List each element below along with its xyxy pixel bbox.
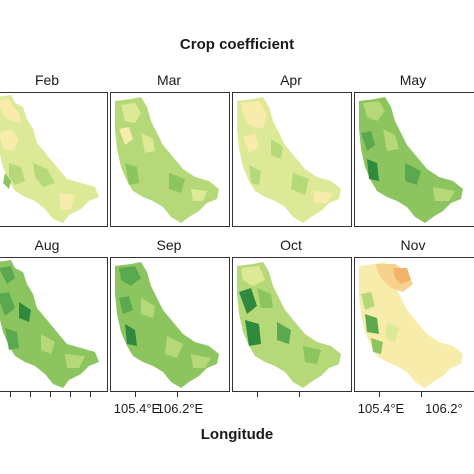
map-panel-aug [0,257,108,392]
figure-title: Crop coefficient [179,36,295,53]
tick-label-106-2: 106.2° [425,401,463,416]
map-panel-mar [110,92,230,227]
month-label-sep: Sep [156,237,182,253]
tick-label-105-4: 105.4°E [113,401,161,416]
tick-label-105-4: 105.4°E [357,401,405,416]
tick-mark [50,392,51,397]
region-map-apr [237,97,341,223]
region-map-may [359,97,463,223]
tick-mark [379,392,380,397]
month-label-feb: Feb [34,72,60,88]
month-label-apr: Apr [280,72,302,88]
map-panel-feb [0,92,108,227]
region-map-sep [115,262,219,388]
month-label-aug: Aug [34,237,60,253]
tick-mark [10,392,11,397]
tick-mark [177,392,178,397]
map-panel-nov [354,257,474,392]
map-panel-oct [232,257,352,392]
region-map-mar [115,97,219,223]
map-panel-may [354,92,474,227]
month-label-may: May [399,72,427,88]
region-map-feb [0,95,99,223]
x-axis-title: Longitude [200,426,274,443]
tick-mark [30,392,31,397]
month-label-oct: Oct [280,237,302,253]
map-panel-sep [110,257,230,392]
region-map-oct [237,262,341,388]
region-map-nov [359,262,463,388]
tick-mark [299,392,300,397]
tick-mark [257,392,258,397]
map-panel-apr [232,92,352,227]
tick-mark [70,392,71,397]
tick-mark [421,392,422,397]
month-label-nov: Nov [400,237,426,253]
tick-mark [90,392,91,397]
region-map-aug [0,260,99,388]
month-label-mar: Mar [156,72,182,88]
tick-label-106-2: 106.2°E [156,401,204,416]
tick-mark [135,392,136,397]
